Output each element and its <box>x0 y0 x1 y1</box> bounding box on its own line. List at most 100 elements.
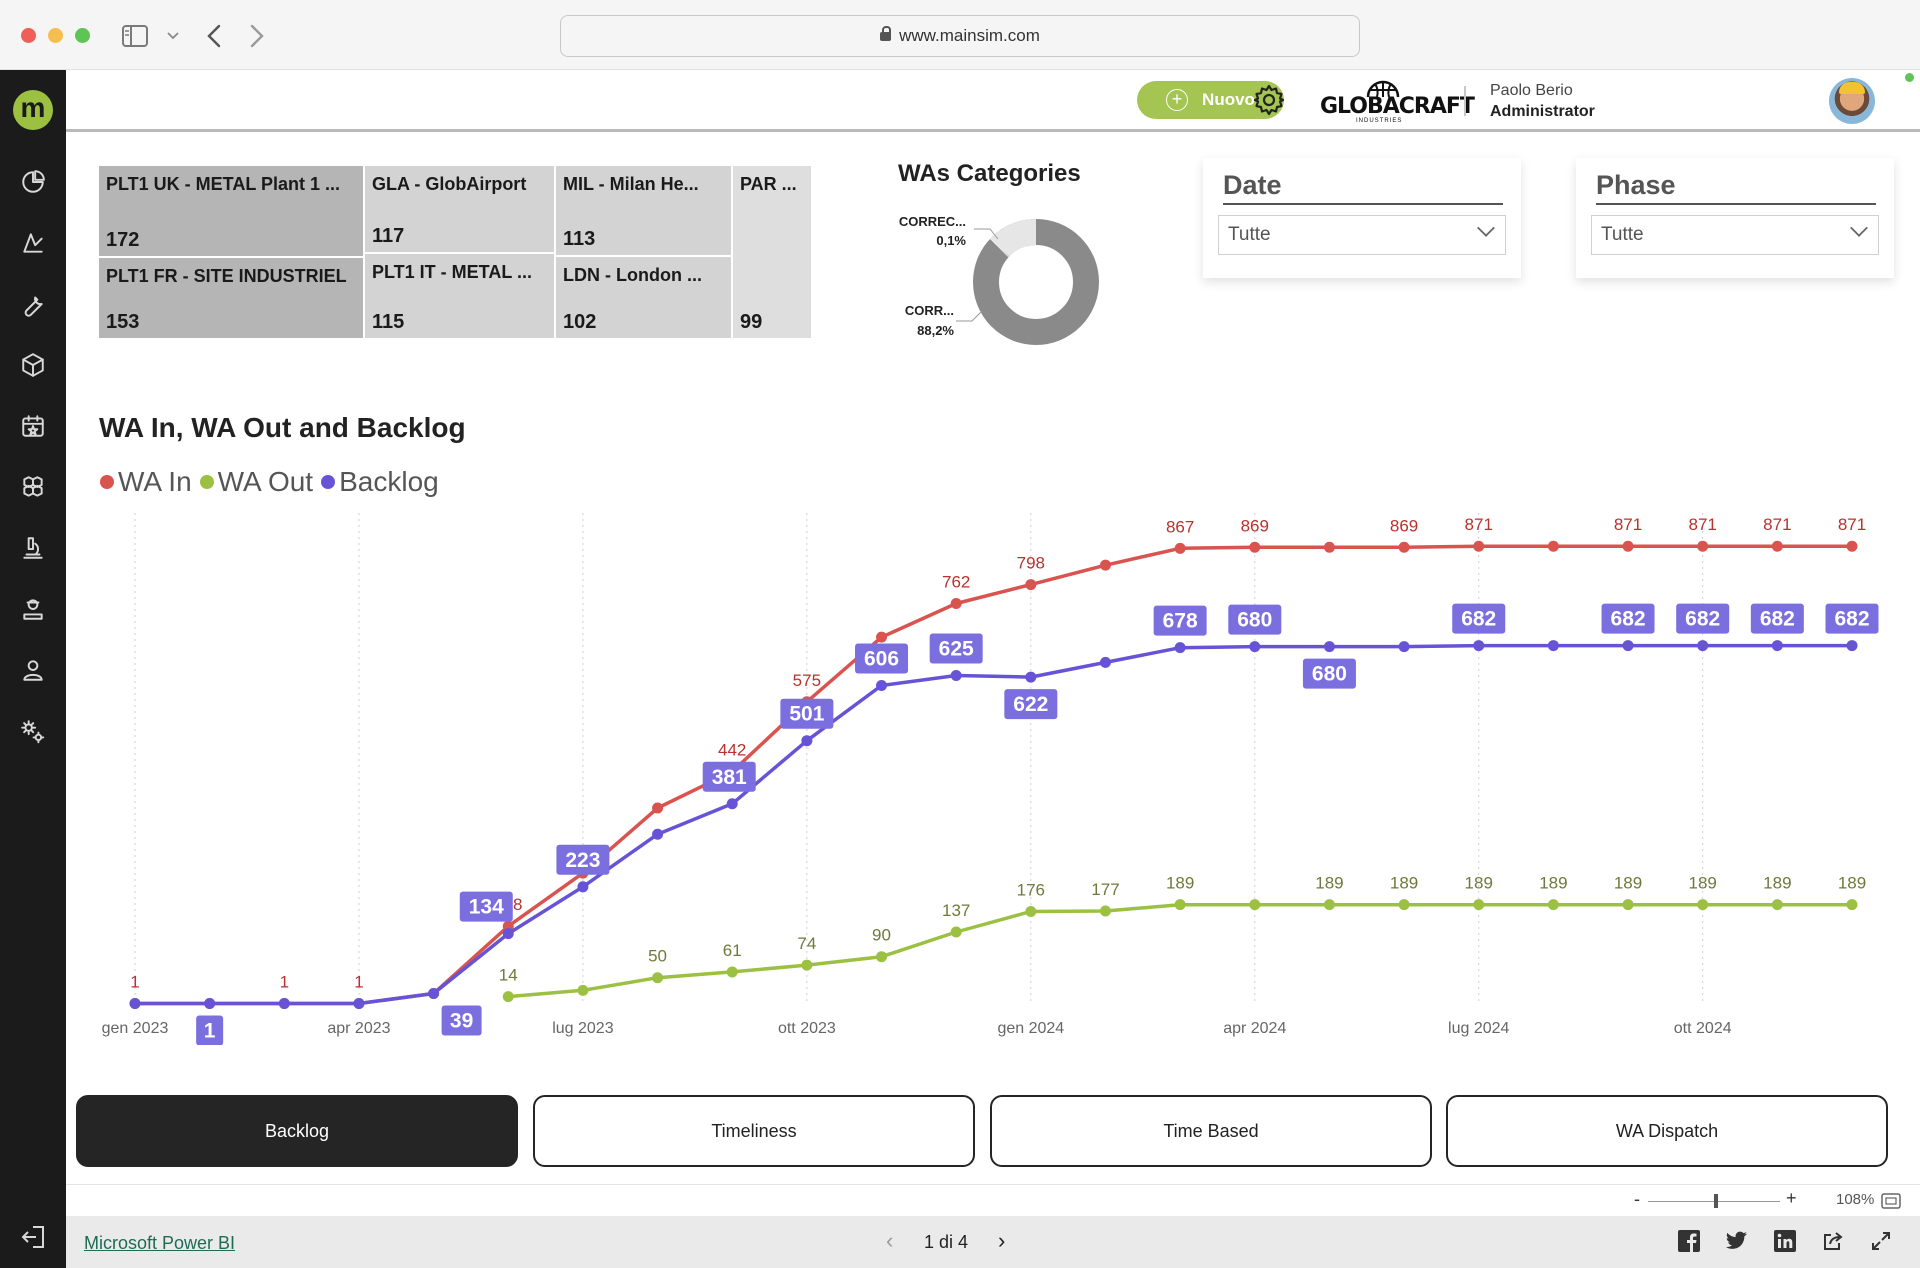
data-point <box>129 997 141 1009</box>
powerbi-link[interactable]: Microsoft Power BI <box>84 1233 236 1253</box>
url-text: www.mainsim.com <box>899 26 1040 45</box>
brand-name: GLOBACRAFT <box>1320 94 1475 119</box>
data-label-box <box>1825 603 1879 634</box>
minimize-window-button[interactable] <box>48 28 63 43</box>
data-label-box <box>1153 605 1207 636</box>
x-tick-label: lug 2024 <box>1448 1020 1509 1037</box>
data-point <box>1249 899 1261 911</box>
tab-backlog[interactable]: Backlog <box>76 1095 518 1167</box>
data-point <box>353 997 365 1009</box>
data-point <box>1697 899 1709 911</box>
linkedin-icon[interactable] <box>1774 1230 1796 1252</box>
legend-item[interactable]: Backlog <box>321 466 439 498</box>
fullscreen-icon[interactable] <box>1870 1230 1892 1252</box>
draw-icon[interactable] <box>17 227 49 259</box>
box-icon[interactable] <box>17 349 49 381</box>
new-button[interactable]: + Nuovo <box>1137 81 1284 119</box>
data-label: 1 <box>280 972 289 991</box>
data-label: 575 <box>793 671 821 690</box>
user-icon[interactable] <box>17 654 49 686</box>
chevron-down-icon <box>1477 219 1495 237</box>
treemap-cell[interactable]: PLT1 FR - SITE INDUSTRIEL 153 <box>99 258 365 340</box>
data-label: 501 <box>789 703 824 726</box>
pie-chart-icon[interactable] <box>17 166 49 198</box>
date-dropdown[interactable]: Tutte <box>1218 215 1506 255</box>
gear-icon[interactable] <box>1252 83 1286 117</box>
data-label-box <box>855 643 909 674</box>
legend-item[interactable]: WA Out <box>199 466 313 498</box>
leader-line <box>974 228 999 240</box>
close-window-button[interactable] <box>21 28 36 43</box>
data-point <box>577 881 589 893</box>
prev-page-button[interactable]: ‹ <box>886 1228 894 1253</box>
settings-cogs-icon[interactable] <box>17 716 49 748</box>
data-label-box <box>929 633 983 664</box>
avatar[interactable] <box>1829 78 1875 124</box>
data-label: 622 <box>1013 693 1048 716</box>
data-point <box>1249 541 1261 553</box>
address-bar[interactable]: www.mainsim.com <box>560 15 1360 57</box>
treemap-cell[interactable]: PLT1 IT - METAL ... 115 <box>365 254 556 340</box>
data-point <box>726 966 738 978</box>
data-label-box <box>459 891 513 922</box>
share-icon[interactable] <box>1822 1230 1844 1252</box>
twitter-icon[interactable] <box>1726 1230 1748 1252</box>
data-point <box>1025 579 1037 591</box>
treemap-cell[interactable]: GLA - GlobAirport 117 <box>365 166 556 254</box>
treemap-cell[interactable]: MIL - Milan He... 113 <box>556 166 733 257</box>
mainsim-logo[interactable]: m <box>13 90 53 130</box>
facebook-icon[interactable] <box>1678 1230 1700 1252</box>
tab-timeliness[interactable]: Timeliness <box>533 1095 975 1167</box>
next-page-button[interactable]: › <box>998 1228 1006 1253</box>
line-chart: gen 2023 apr 2023 lug 2023 ott 2023 gen 2024… <box>102 513 1879 1045</box>
series-line <box>135 643 1852 1006</box>
boxes-icon[interactable] <box>17 471 49 503</box>
data-point <box>278 997 290 1009</box>
fit-to-page-icon[interactable] <box>1881 1193 1901 1209</box>
zoom-in-button[interactable]: + <box>1786 1188 1797 1208</box>
data-label: 90 <box>872 926 891 945</box>
brand-logo: GLOBACRAFT INDUSTRIES <box>1320 76 1475 124</box>
treemap-cell[interactable]: LDN - London ... 102 <box>556 257 733 340</box>
online-status-dot <box>1905 73 1914 82</box>
data-label: 867 <box>1166 517 1194 536</box>
zoom-slider-handle[interactable] <box>1714 1194 1718 1208</box>
maximize-window-button[interactable] <box>75 28 90 43</box>
data-point <box>1473 540 1485 552</box>
treemap-cell-value: 115 <box>372 311 405 333</box>
treemap-cell[interactable]: PAR ... 99 <box>733 166 813 340</box>
data-point <box>801 735 813 747</box>
treemap-cell-value: 117 <box>372 225 405 247</box>
logout-icon[interactable] <box>19 1223 47 1251</box>
plus-icon: + <box>1166 89 1189 111</box>
back-arrow-icon[interactable] <box>207 24 221 48</box>
data-label: 798 <box>1017 554 1045 573</box>
treemap-cell-value: 102 <box>563 311 597 333</box>
data-label: 189 <box>1689 874 1717 893</box>
calendar-icon[interactable] <box>17 410 49 442</box>
data-label: 871 <box>1838 515 1866 534</box>
legend-item[interactable]: WA In <box>100 466 192 498</box>
zoom-out-button[interactable]: - <box>1634 1189 1640 1209</box>
data-point <box>726 798 738 810</box>
tab-wa-dispatch[interactable]: WA Dispatch <box>1446 1095 1888 1167</box>
microscope-icon[interactable] <box>17 532 49 564</box>
data-point <box>1099 656 1111 668</box>
tab-time-based[interactable]: Time Based <box>990 1095 1432 1167</box>
wrench-icon[interactable] <box>17 288 49 320</box>
data-label-box <box>441 1005 482 1036</box>
treemap-cell-value: 172 <box>106 229 140 251</box>
phase-dropdown[interactable]: Tutte <box>1591 215 1879 255</box>
forward-arrow-icon[interactable] <box>250 24 264 48</box>
treemap-cell[interactable]: PLT1 UK - METAL Plant 1 ... 172 <box>99 166 365 258</box>
technician-icon[interactable] <box>17 593 49 625</box>
data-point <box>1846 540 1858 552</box>
sidebar-toggle-icon[interactable] <box>122 25 148 47</box>
leader-line <box>956 310 983 322</box>
chevron-down-icon[interactable] <box>167 32 179 40</box>
legend-dot <box>199 475 214 489</box>
x-tick-label: gen 2024 <box>997 1020 1064 1037</box>
data-label: 871 <box>1763 515 1791 534</box>
data-point <box>876 951 888 963</box>
date-slicer-title: Date <box>1223 170 1503 205</box>
